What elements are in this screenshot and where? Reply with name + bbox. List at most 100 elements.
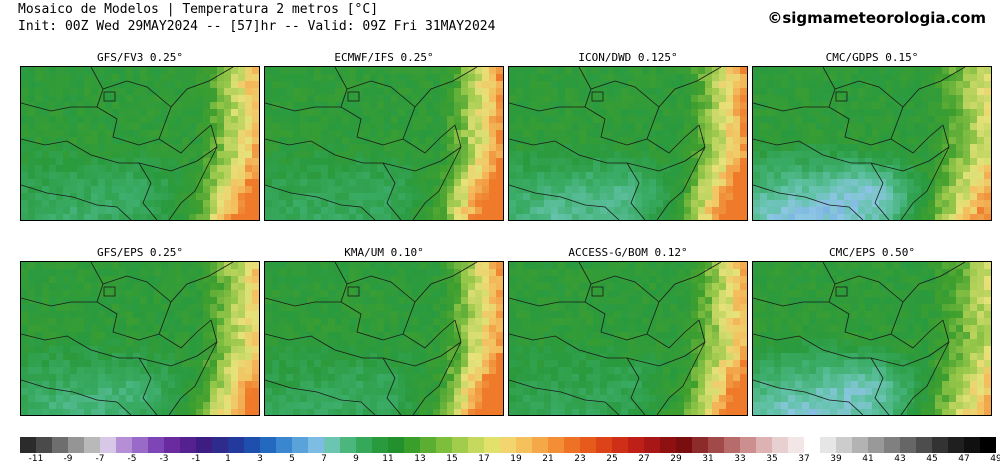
federal-district-outline	[591, 286, 604, 297]
legend-swatch	[820, 437, 836, 453]
legend-swatch	[772, 437, 788, 453]
state-border	[822, 262, 944, 349]
legend-swatch	[340, 437, 356, 453]
state-border	[900, 124, 950, 220]
legend-tick-label: -7	[95, 454, 105, 464]
federal-district-outline	[103, 91, 116, 102]
state-border	[382, 341, 462, 367]
state-border	[265, 102, 341, 112]
model-panel-cmc-eps: CMC/EPS 0.50°	[752, 246, 992, 416]
legend-tick-label: 15	[446, 454, 458, 464]
temperature-map	[20, 66, 260, 221]
state-border	[382, 162, 402, 220]
model-panel-gfs-fv3: GFS/FV3 0.25°	[20, 51, 260, 221]
state-border	[138, 146, 218, 172]
model-panel-ecmwf-ifs: ECMWF/IFS 0.25°	[264, 51, 504, 221]
state-border	[753, 379, 864, 415]
state-border	[138, 162, 158, 220]
legend-tick-label: -1	[191, 454, 201, 464]
state-border	[21, 184, 132, 220]
state-border	[412, 124, 462, 220]
temperature-map	[264, 261, 504, 416]
legend-swatch	[436, 437, 452, 453]
legend-swatch	[292, 437, 308, 453]
federal-district-outline	[103, 286, 116, 297]
legend-swatch	[964, 437, 980, 453]
legend-swatch	[788, 437, 804, 453]
state-border	[834, 80, 904, 108]
state-border	[753, 102, 829, 112]
temperature-map	[20, 261, 260, 416]
state-border	[753, 333, 871, 359]
legend-swatch	[500, 437, 516, 453]
state-border	[822, 67, 944, 154]
state-border	[626, 357, 646, 415]
state-border	[509, 102, 585, 112]
state-border	[90, 67, 212, 154]
state-border	[870, 146, 950, 172]
legend-swatch	[100, 437, 116, 453]
state-border	[412, 319, 462, 415]
temperature-map	[752, 261, 992, 416]
legend-swatch	[532, 437, 548, 453]
legend-tick-label: 3	[257, 454, 263, 464]
state-border	[102, 275, 172, 303]
panel-title: CMC/GDPS 0.15°	[825, 51, 919, 64]
state-border	[102, 80, 172, 108]
legend-swatch	[548, 437, 564, 453]
legend-swatch	[868, 437, 884, 453]
state-border	[590, 275, 660, 303]
legend-swatch	[324, 437, 340, 453]
legend-tick-label: -5	[127, 454, 137, 464]
state-border	[21, 333, 139, 359]
legend-tick-label: 25	[606, 454, 618, 464]
legend-tick-label: 35	[766, 454, 778, 464]
legend-swatch	[212, 437, 228, 453]
state-border	[168, 319, 218, 415]
state-border	[890, 262, 966, 335]
model-panel-cmc-gdps: CMC/GDPS 0.15°	[752, 51, 992, 221]
legend-swatch	[164, 437, 180, 453]
legend-swatch	[804, 437, 820, 453]
state-border	[900, 319, 950, 415]
legend-swatch	[36, 437, 52, 453]
model-panel-access-g-bom: ACCESS-G/BOM 0.12°	[508, 246, 748, 416]
legend-swatch	[356, 437, 372, 453]
state-border	[753, 138, 871, 164]
state-border	[626, 341, 706, 367]
legend-swatch	[420, 437, 436, 453]
legend-swatch	[724, 437, 740, 453]
legend-swatch	[916, 437, 932, 453]
state-border	[578, 262, 700, 349]
state-border	[265, 379, 376, 415]
legend-tick-label: -11	[28, 454, 44, 464]
legend-swatch	[372, 437, 388, 453]
legend-swatch	[180, 437, 196, 453]
state-border	[834, 275, 904, 303]
site-credit: ©sigmameteorologia.com	[767, 9, 986, 27]
legend-swatch	[68, 437, 84, 453]
state-border	[334, 262, 456, 349]
federal-district-outline	[347, 91, 360, 102]
legend-swatch	[596, 437, 612, 453]
legend-color-bar	[20, 437, 996, 453]
state-border	[21, 102, 97, 112]
state-border	[753, 184, 864, 220]
legend-swatch	[116, 437, 132, 453]
legend-swatch	[484, 437, 500, 453]
state-border	[21, 138, 139, 164]
legend-tick-label: 9	[353, 454, 359, 464]
state-border	[138, 357, 158, 415]
legend-swatch	[148, 437, 164, 453]
legend-tick-label: 39	[830, 454, 842, 464]
legend-tick-label: 27	[638, 454, 650, 464]
model-panel-icon-dwd: ICON/DWD 0.125°	[508, 51, 748, 221]
state-border	[509, 297, 585, 307]
legend-swatch	[388, 437, 404, 453]
state-border	[382, 357, 402, 415]
panel-title: GFS/FV3 0.25°	[96, 51, 184, 64]
state-border	[578, 67, 700, 154]
color-legend: -11 -9 -7 -5 -3 -1 1 3 5 7 9 11 13 15 17 19 21 23 25 27 29 31…	[20, 437, 1000, 466]
legend-swatch	[980, 437, 996, 453]
legend-swatch	[52, 437, 68, 453]
